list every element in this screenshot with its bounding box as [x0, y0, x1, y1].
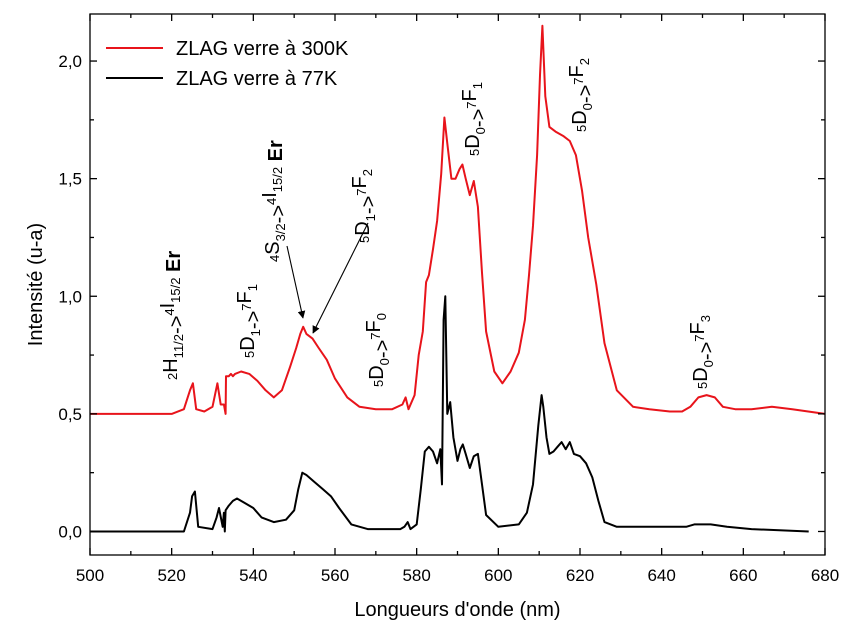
annotation-er-4s: 4S3/2->4I15/2 Er [259, 140, 290, 262]
x-tick-label: 580 [402, 566, 430, 585]
x-tick-label: 540 [239, 566, 267, 585]
x-tick-label: 500 [76, 566, 104, 585]
annotations: 2H11/2->4I15/2 Er 5D1->7F1 4S3/2->4I15/2 E… [157, 58, 718, 389]
y-tick-label: 2,0 [58, 52, 82, 71]
y-tick-label: 0,0 [58, 522, 82, 541]
axis-ticks: 500 520 540 560 580 600 620 640 660 680 0,0 0,5 1,0 1… [58, 14, 839, 585]
series-line-77k [90, 295, 809, 533]
plot-frame [89, 13, 826, 556]
series-line-300k [90, 24, 826, 415]
annotation-d0-f2: 5D0->7F2 [566, 58, 597, 132]
arrow-d1-f2 [312, 222, 369, 334]
x-tick-label: 560 [321, 566, 349, 585]
arrow-4s-er [286, 245, 306, 319]
annotation-d0-f3: 5D0->7F3 [687, 315, 718, 389]
annotation-er-4i: 2H11/2->4I15/2 Er [157, 251, 188, 380]
y-tick-label: 0,5 [58, 405, 82, 424]
annotation-d1-f1: 5D1->7F1 [234, 284, 265, 358]
y-tick-label: 1,5 [58, 170, 82, 189]
x-tick-label: 520 [157, 566, 185, 585]
legend: ZLAG verre à 300K ZLAG verre à 77K [106, 38, 349, 90]
legend-label-77k: ZLAG verre à 77K [176, 68, 338, 90]
y-axis-label: Intensité (u-a) [25, 223, 47, 346]
x-tick-label: 600 [484, 566, 512, 585]
annotation-d1-f2: 5D1->7F2 [349, 169, 380, 243]
series-layer [90, 24, 826, 533]
legend-label-300k: ZLAG verre à 300K [176, 38, 349, 60]
x-tick-label: 660 [729, 566, 757, 585]
x-tick-label: 640 [647, 566, 675, 585]
x-tick-label: 680 [811, 566, 839, 585]
x-axis-label: Longueurs d'onde (nm) [354, 599, 560, 621]
x-tick-label: 620 [566, 566, 594, 585]
annotation-d0-f0: 5D0->7F0 [363, 313, 394, 387]
annotation-d0-f1: 5D0->7F1 [459, 82, 490, 156]
y-tick-label: 1,0 [58, 287, 82, 306]
